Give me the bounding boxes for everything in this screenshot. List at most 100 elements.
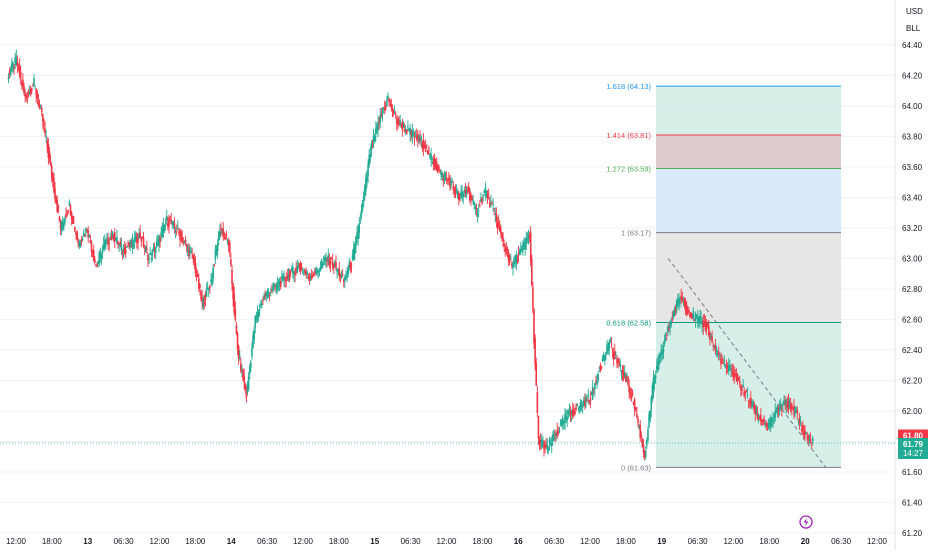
candle-body — [9, 69, 12, 76]
candle-body — [658, 356, 660, 364]
candle-body — [235, 325, 238, 334]
candle-body — [381, 112, 384, 116]
candle-body — [467, 186, 470, 191]
y-tick-label: 62.60 — [902, 316, 923, 325]
candle-body — [683, 298, 686, 305]
candle-body — [327, 255, 330, 261]
candle-body — [44, 128, 46, 134]
candle-body — [362, 195, 365, 202]
candle-body — [356, 232, 358, 238]
candle-body — [52, 173, 54, 182]
candle-body — [686, 310, 689, 315]
candle-body — [264, 294, 267, 297]
candle-body — [555, 433, 557, 437]
candle-body — [737, 378, 740, 380]
candle-body — [188, 248, 190, 256]
lightning-icon[interactable] — [799, 515, 813, 529]
candle-body — [661, 351, 664, 354]
candle-body — [711, 336, 713, 343]
candle-body — [638, 425, 640, 427]
candle-body — [606, 344, 608, 353]
candle-body — [778, 407, 781, 410]
candle-body — [623, 372, 626, 376]
price-axis[interactable]: 61.20 61.40 61.60 61.80 62.00 62.20 62.40 62.60… — [902, 41, 923, 538]
candle-body — [553, 436, 555, 439]
candle-body — [390, 103, 393, 109]
candle-body — [120, 244, 123, 251]
candle-body — [493, 208, 495, 210]
candle-body — [303, 271, 305, 273]
candle-body — [18, 65, 21, 76]
candle-body — [696, 317, 699, 323]
candle-body — [609, 339, 612, 342]
time-axis[interactable]: 12:00 18:00 13 06:30 12:00 18:00 14 06:30 12:00 1… — [6, 537, 888, 546]
candle-body — [756, 413, 759, 419]
candle-body — [522, 243, 524, 251]
candle-body — [127, 245, 129, 247]
candle-body — [298, 263, 301, 268]
candle-body — [500, 227, 502, 234]
candle-body — [113, 232, 116, 242]
candle-body — [57, 205, 60, 212]
candle-body — [220, 227, 222, 231]
candle-body — [466, 189, 469, 192]
candle-body — [774, 410, 776, 418]
candle-body — [721, 358, 723, 360]
candle-body — [297, 265, 300, 268]
candle-body — [601, 357, 604, 362]
candle-body — [725, 365, 728, 368]
candle-body — [163, 225, 166, 227]
candle-body — [128, 242, 130, 246]
candle-body — [611, 349, 614, 351]
candle-body — [396, 118, 398, 125]
candle-body — [40, 107, 43, 112]
candle-body — [345, 276, 347, 278]
candle-body — [377, 122, 379, 131]
candle-body — [410, 130, 413, 135]
candle-body — [534, 337, 536, 365]
candle-body — [101, 248, 104, 253]
candle-body — [536, 392, 539, 414]
candle-body — [237, 346, 240, 359]
candle-body — [215, 246, 218, 256]
candle-body — [61, 222, 64, 229]
candle-body — [444, 177, 447, 181]
candle-body — [558, 431, 561, 433]
candle-body — [595, 380, 597, 383]
candle-body — [94, 259, 96, 263]
candle-body — [441, 172, 444, 177]
candle-body — [165, 216, 168, 221]
x-tick-label: 16 — [514, 537, 523, 546]
candle-body — [152, 247, 155, 251]
candle-body — [751, 405, 753, 407]
candle-body — [89, 240, 92, 244]
candle-body — [525, 237, 528, 244]
candle-body — [705, 323, 708, 330]
candle-body — [58, 216, 61, 221]
candle-body — [564, 414, 566, 423]
candle-body — [753, 403, 755, 410]
candle-body — [411, 130, 414, 137]
candle-body — [379, 114, 382, 123]
last-tag-bg — [898, 438, 928, 460]
candle-body — [727, 365, 730, 372]
candle-body — [13, 66, 15, 68]
x-tick-label: 18:00 — [616, 537, 637, 546]
unit-label: BLL — [906, 24, 921, 33]
candle-body — [633, 399, 636, 410]
candle-body — [689, 312, 691, 318]
candle-body — [475, 207, 478, 210]
candle-body — [56, 199, 59, 213]
candle-body — [662, 348, 665, 353]
candle-body — [552, 434, 554, 442]
candle-body — [319, 267, 322, 269]
candle-body — [440, 171, 442, 176]
candle-body — [26, 97, 29, 99]
candle-body — [459, 194, 461, 196]
candle-body — [735, 373, 738, 381]
candle-body — [636, 413, 638, 417]
candle-body — [151, 249, 154, 256]
candle-body — [296, 266, 299, 273]
